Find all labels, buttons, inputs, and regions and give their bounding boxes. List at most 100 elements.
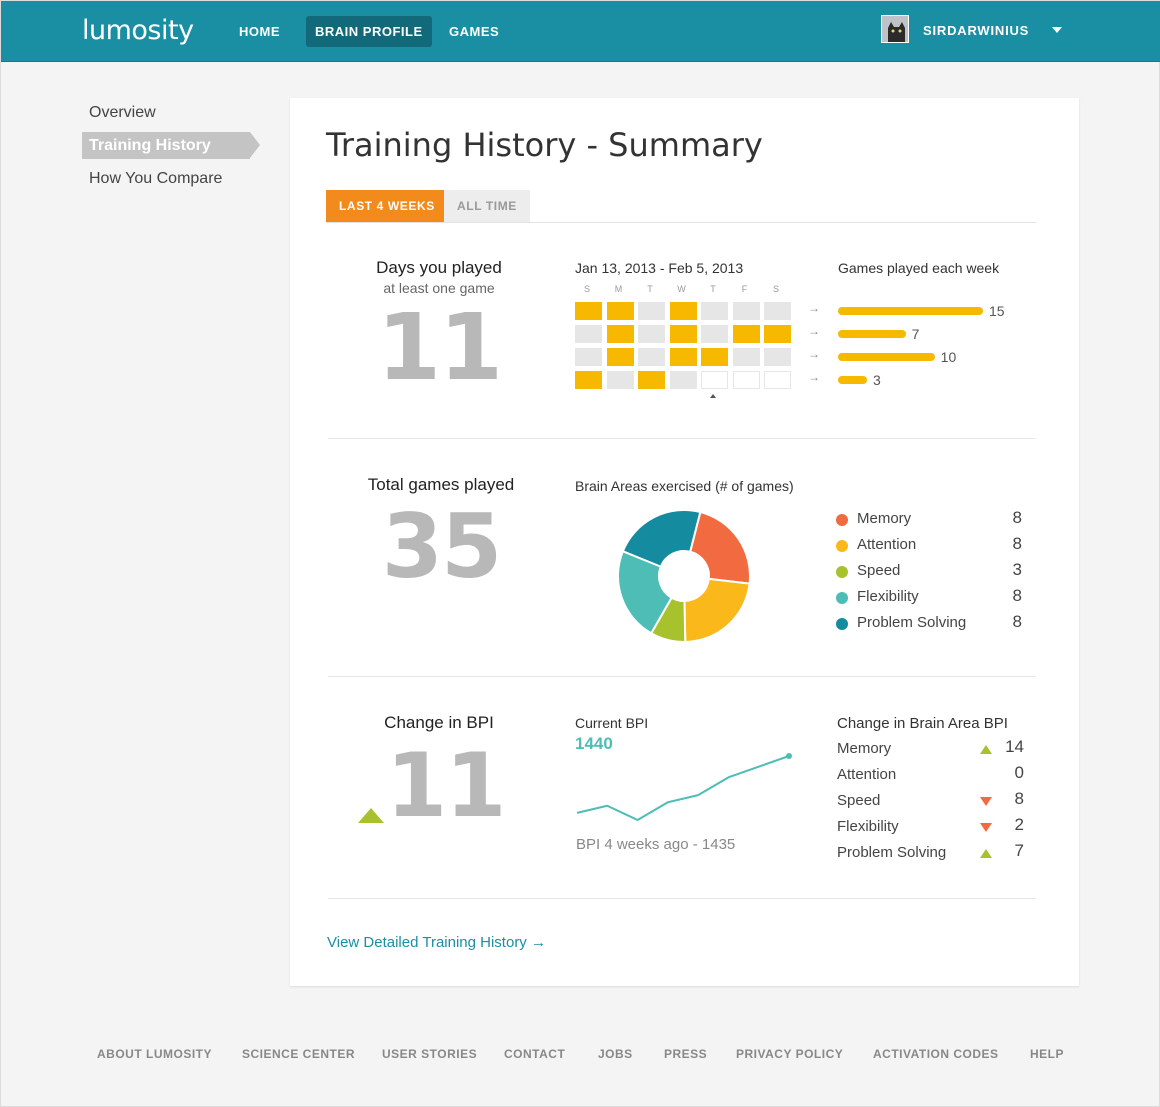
days-played-label: Days you played [376, 258, 502, 277]
calendar-day-played [606, 325, 634, 343]
brain-area-bpi-label: Problem Solving [837, 844, 947, 861]
brain-areas-title: Brain Areas exercised (# of games) [575, 478, 794, 494]
brain-areas-legend: Memory 8 Attention 8 Speed 3 Flexibility 8 Probl… [836, 508, 1036, 652]
bpi-change-value: 11 [386, 734, 506, 837]
calendar-day [764, 371, 791, 389]
triangle-down-icon [980, 823, 992, 832]
weekday-label: F [741, 284, 748, 294]
bpi-change-label: Change in BPI [384, 713, 494, 732]
view-detailed-history-link[interactable]: View Detailed Training History → [327, 934, 546, 951]
legend-label: Speed [857, 562, 901, 579]
footer-link-about[interactable]: ABOUT LUMOSITY [97, 1047, 212, 1061]
calendar-day [701, 325, 728, 343]
brain-areas-donut-chart [617, 509, 751, 643]
triangle-down-icon [980, 797, 992, 806]
nav-home[interactable]: HOME [239, 24, 280, 39]
weekly-bar [838, 376, 867, 384]
footer-link-contact[interactable]: CONTACT [504, 1047, 566, 1061]
calendar-grid [575, 302, 795, 392]
legend-value: 8 [1012, 586, 1022, 605]
footer-link-privacy[interactable]: PRIVACY POLICY [736, 1047, 844, 1061]
sidebar-item-how-you-compare[interactable]: How You Compare [89, 170, 223, 187]
brain-area-bpi-value: 2 [1014, 815, 1024, 834]
calendar-day [732, 348, 760, 366]
weekday-label: W [677, 284, 686, 294]
calendar-day [764, 348, 791, 366]
donut-slice-problem-solving [621, 509, 702, 568]
calendar-day [732, 371, 760, 389]
brain-area-bpi-value: 8 [1014, 789, 1024, 808]
brain-area-bpi-value: 0 [1014, 763, 1024, 782]
footer-link-press[interactable]: PRESS [664, 1047, 708, 1061]
donut-slice-attention [683, 577, 751, 643]
triangle-up-icon [980, 849, 992, 858]
legend-label: Problem Solving [857, 614, 967, 631]
arrow-right-icon: → [808, 301, 820, 315]
current-bpi-label: Current BPI [575, 715, 649, 731]
donut-slice-memory [688, 510, 751, 585]
legend-value: 8 [1012, 612, 1022, 631]
bpi-trend-chart [576, 753, 792, 821]
legend-label: Memory [857, 510, 912, 527]
training-summary-card: Training History - Summary LAST 4 WEEKS … [290, 98, 1079, 986]
legend-label: Flexibility [857, 588, 919, 605]
arrow-right-icon: → [808, 324, 820, 338]
footer-link-user-stories[interactable]: USER STORIES [382, 1047, 478, 1061]
legend-value: 8 [1012, 534, 1022, 553]
cat-avatar-image [882, 16, 908, 42]
arrow-right-icon: → [808, 347, 820, 361]
chevron-down-icon[interactable] [1052, 27, 1062, 33]
legend-dot [836, 566, 848, 578]
total-games-value: 35 [381, 495, 502, 598]
calendar-day-played [764, 325, 791, 343]
legend-dot [836, 514, 848, 526]
nav-games[interactable]: GAMES [449, 24, 500, 39]
weekly-games-title: Games played each week [838, 260, 1000, 276]
legend-label: Attention [857, 536, 917, 553]
calendar-day-played [669, 348, 697, 366]
tab-last-4-weeks[interactable]: LAST 4 WEEKS [326, 190, 448, 222]
tab-all-time[interactable]: ALL TIME [444, 190, 530, 222]
footer-link-help[interactable]: HELP [1030, 1047, 1065, 1061]
sidebar-item-overview[interactable]: Overview [89, 104, 156, 121]
tab-underline [326, 222, 1036, 223]
sidebar-item-training-history[interactable]: Training History [82, 132, 260, 159]
brain-area-bpi-label: Attention [837, 766, 897, 783]
weekly-bar-value: 15 [989, 303, 1005, 319]
bpi-current-point [786, 753, 792, 759]
calendar-day-played [701, 348, 728, 366]
top-navigation-bar: lumosity HOME BRAIN PROFILE GAMES SIRDAR… [1, 1, 1160, 62]
avatar[interactable] [881, 15, 909, 43]
lumosity-logo[interactable]: lumosity [82, 15, 194, 46]
calendar-day [575, 348, 602, 366]
footer-link-activation-codes[interactable]: ACTIVATION CODES [873, 1047, 999, 1061]
brain-area-bpi-list: Memory 14 Attention 0 Speed 8 Flexibility 2 Prob… [837, 737, 1037, 880]
calendar-day [638, 348, 665, 366]
section-divider [328, 898, 1036, 899]
calendar-day-played [732, 325, 760, 343]
footer-link-jobs[interactable]: JOBS [598, 1047, 633, 1061]
legend-dot [836, 540, 848, 552]
username[interactable]: SIRDARWINIUS [923, 23, 1030, 38]
brain-area-bpi-value: 7 [1014, 841, 1024, 860]
nav-brain-profile[interactable]: BRAIN PROFILE [306, 16, 432, 47]
footer-link-science-center[interactable]: SCIENCE CENTER [242, 1047, 356, 1061]
legend-dot [836, 618, 848, 630]
calendar-day [732, 302, 760, 320]
days-played-value: 11 [376, 294, 503, 401]
weekly-bar-value: 10 [940, 349, 957, 365]
bpi-4-weeks-ago: BPI 4 weeks ago - 1435 [576, 836, 736, 853]
calendar-day [764, 302, 791, 320]
days-played-sublabel: at least one game [383, 280, 495, 296]
weekly-games-chart: → 15 → 7 → 10 → 3 [808, 301, 1028, 392]
weekday-label: S [583, 284, 590, 294]
total-games-label: Total games played [367, 475, 515, 494]
legend-value: 3 [1012, 560, 1022, 579]
today-marker-icon [710, 394, 716, 398]
page-title: Training History - Summary [326, 126, 763, 164]
calendar-day [575, 325, 602, 343]
bpi-trend-line [576, 755, 790, 821]
calendar-day [638, 302, 665, 320]
weekday-label: S [772, 284, 779, 294]
